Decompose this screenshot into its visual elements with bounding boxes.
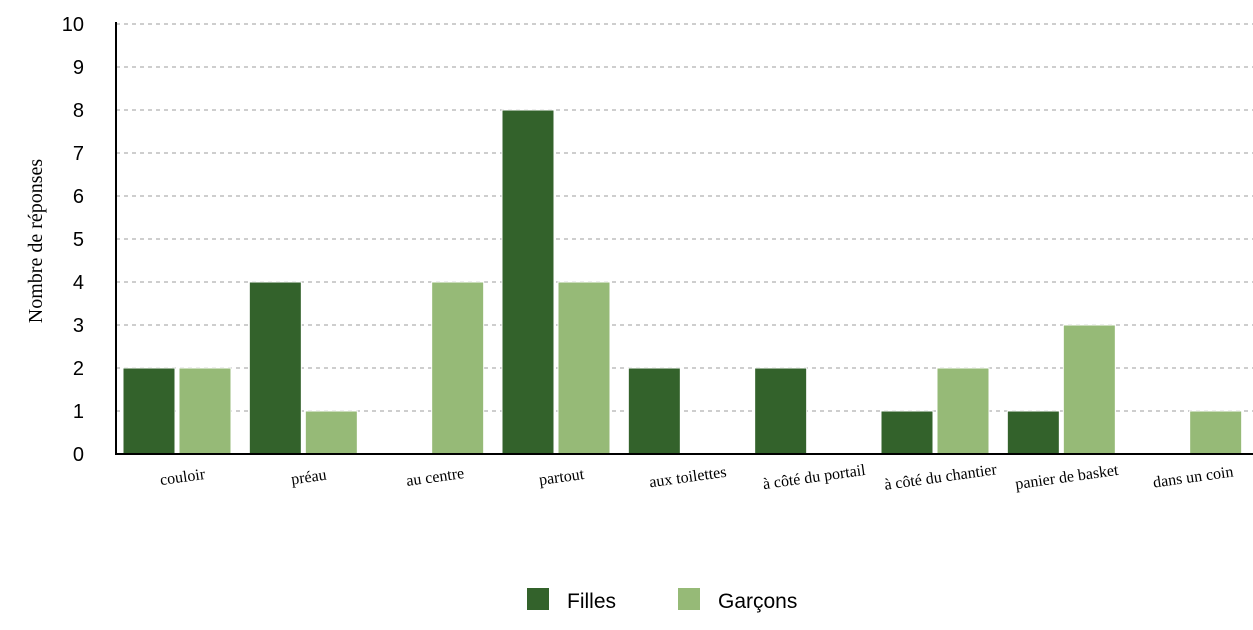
- bar-filles: [122, 367, 176, 455]
- bar-garcons: [178, 367, 232, 455]
- x-category-label: préau: [290, 467, 328, 489]
- x-category-label: dans un coin: [1152, 463, 1234, 491]
- legend: Filles Garçons: [527, 588, 797, 613]
- y-tick-label: 1: [73, 401, 84, 423]
- y-tick-label: 0: [73, 444, 84, 466]
- x-category-label: à côté du chantier: [883, 461, 998, 494]
- bar-garcons: [304, 410, 358, 455]
- x-category-label: à côté du portail: [762, 462, 867, 493]
- y-tick-label: 6: [73, 186, 84, 208]
- x-category-label: au centre: [405, 465, 465, 490]
- y-tick-label: 8: [73, 100, 84, 122]
- x-category-label: partout: [538, 466, 586, 489]
- bar-garcons: [1062, 324, 1116, 455]
- legend-swatch: [678, 588, 700, 610]
- bar-garcons: [557, 281, 611, 455]
- y-tick-label: 7: [73, 143, 84, 165]
- x-category-label: panier de basket: [1014, 462, 1120, 493]
- y-tick-label: 10: [62, 14, 84, 36]
- y-tick-label: 2: [73, 358, 84, 380]
- legend-swatch: [527, 588, 549, 610]
- legend-label: Garçons: [718, 590, 797, 613]
- bar-filles: [627, 367, 681, 455]
- y-tick-label: 4: [73, 272, 84, 294]
- y-tick-label: 5: [73, 229, 84, 251]
- legend-label: Filles: [567, 590, 616, 613]
- bar-filles: [501, 109, 555, 455]
- bar-filles: [754, 367, 808, 455]
- bar-garcons: [936, 367, 990, 455]
- x-category-label: couloir: [159, 466, 207, 489]
- y-tick-labels: 0 1 2 3 4 5 6 7 8 9 10: [62, 14, 84, 466]
- y-tick-label: 3: [73, 315, 84, 337]
- x-category-labels: couloir préau au centre partout aux toilette…: [159, 461, 1235, 494]
- axes: [115, 22, 1253, 455]
- x-category-label: aux toilettes: [648, 464, 727, 492]
- bar-filles: [248, 281, 302, 455]
- y-axis-title: Nombre de réponses: [25, 159, 47, 324]
- bar-filles: [1006, 410, 1060, 455]
- bars: [122, 109, 1243, 455]
- y-tick-label: 9: [73, 57, 84, 79]
- bar-filles: [880, 410, 934, 455]
- bar-garcons: [431, 281, 485, 455]
- bar-garcons: [1189, 410, 1243, 455]
